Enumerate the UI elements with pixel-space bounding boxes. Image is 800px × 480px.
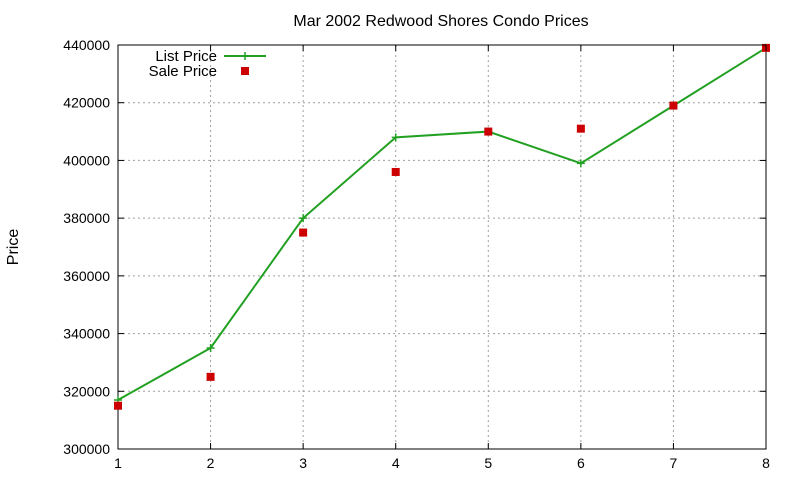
x-tick-label: 1	[114, 455, 122, 471]
sale-price-point	[391, 167, 400, 176]
y-tick-label: 440000	[63, 37, 110, 53]
tick-labels: 1 2 3 4 5 6 7 8 300000 320000 340000 360000 380000 40…	[63, 37, 770, 471]
grid	[118, 45, 766, 449]
list-price-point	[206, 344, 215, 352]
x-tick-label: 7	[670, 455, 678, 471]
x-tick-label: 8	[762, 455, 770, 471]
x-tick-label: 4	[392, 455, 400, 471]
legend-marker-list-price	[241, 52, 249, 60]
sale-price-point	[299, 228, 308, 237]
sale-price-point	[206, 372, 215, 381]
sale-price-point	[669, 101, 678, 110]
y-tick-label: 420000	[63, 95, 110, 111]
legend-marker-sale-price	[241, 67, 249, 75]
y-tick-label: 320000	[63, 383, 110, 399]
list-price-point	[391, 133, 400, 142]
sale-price-point	[576, 124, 585, 133]
list-price-point	[299, 214, 308, 223]
plot-frame	[117, 44, 767, 450]
x-tick-label: 5	[484, 455, 492, 471]
series-line-list-price	[117, 47, 767, 401]
sale-price-point	[484, 127, 493, 136]
legend: List Price Sale Price	[149, 48, 266, 80]
series-layer	[114, 43, 770, 410]
y-tick-label: 400000	[63, 152, 110, 168]
chart-title: Mar 2002 Redwood Shores Condo Prices	[293, 13, 588, 30]
sale-price-point	[114, 401, 122, 410]
x-tick-label: 2	[207, 455, 215, 471]
y-tick-label: 360000	[63, 268, 110, 284]
y-axis-label: Price	[5, 229, 22, 266]
x-tick-label: 6	[577, 455, 585, 471]
y-tick-label: 340000	[63, 326, 110, 342]
x-tick-label: 3	[299, 455, 307, 471]
legend-label-sale-price: Sale Price	[149, 63, 217, 80]
y-tick-label: 300000	[63, 441, 110, 457]
legend-label-list-price: List Price	[155, 48, 217, 65]
y-tick-label: 380000	[63, 210, 110, 226]
list-price-point	[576, 159, 585, 168]
